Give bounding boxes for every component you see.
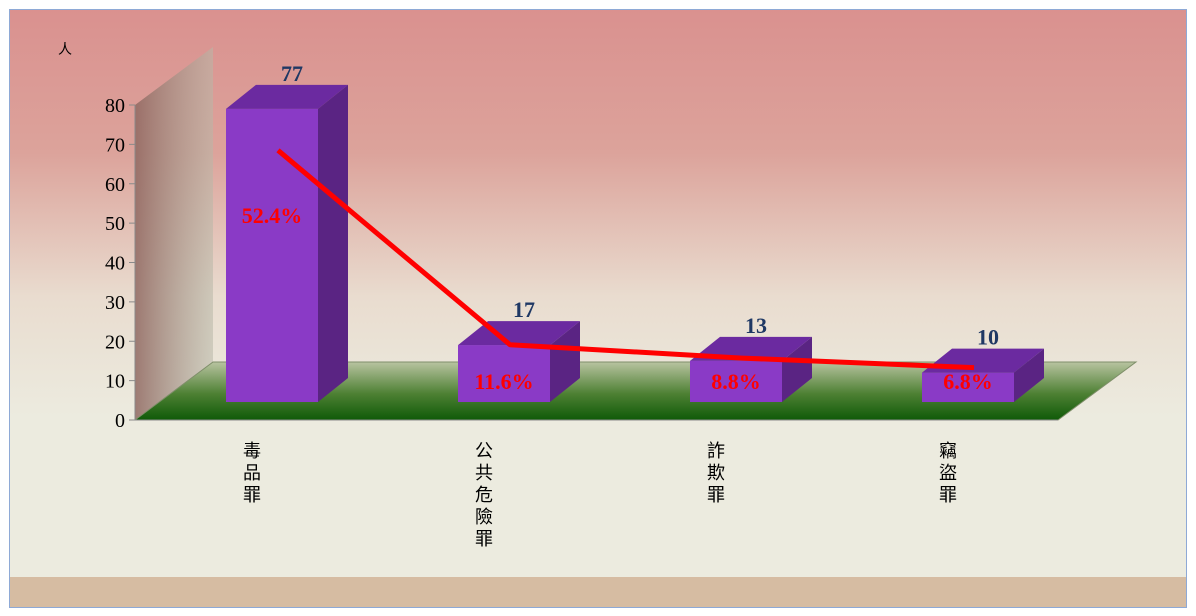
percent-label: 8.8% (711, 369, 761, 394)
bar-front (690, 360, 782, 402)
y-tick-label: 60 (105, 174, 125, 196)
percent-label: 6.8% (943, 369, 993, 394)
category-label: 毒品罪 (243, 441, 261, 506)
percent-label: 11.6% (474, 369, 533, 394)
y-tick-label: 30 (105, 292, 125, 314)
y-unit-label: 人 (58, 42, 72, 58)
bar-top (226, 84, 348, 109)
y-tick-label: 40 (105, 253, 125, 275)
bar-side (318, 84, 348, 402)
percent-label: 52.4% (242, 203, 303, 228)
bar-front (458, 345, 550, 402)
y-tick-label: 0 (115, 410, 125, 432)
y-tick-label: 20 (105, 331, 125, 353)
bar-side (782, 336, 812, 402)
y-tick-label: 70 (105, 134, 125, 156)
chart-frame: 0 10 20 30 40 50 60 70 80 人 77 52.4% 毒品罪 17 11.6% 公共危險罪… (9, 9, 1187, 608)
percent-trend-line (276, 148, 975, 371)
bar-value-label: 77 (281, 61, 303, 86)
category-label: 詐欺罪 (707, 441, 725, 506)
bar-value-label: 13 (745, 313, 767, 338)
side-wall (135, 47, 213, 420)
footer-band (10, 577, 1186, 607)
bar-value-label: 17 (513, 297, 535, 322)
bar-value-label: 10 (977, 325, 999, 350)
y-tick-label: 10 (105, 371, 125, 393)
bar-side (550, 321, 580, 402)
bar-front (922, 372, 1014, 402)
bar-side (1014, 348, 1044, 402)
category-label: 竊盜罪 (939, 441, 957, 506)
bar-chart: 0 10 20 30 40 50 60 70 80 人 77 52.4% 毒品罪 17 11.6% 公共危險罪… (58, 42, 1138, 550)
y-tick-label: 80 (105, 95, 125, 117)
category-label: 公共危險罪 (475, 441, 493, 550)
bar-front (226, 108, 318, 402)
y-tick-label: 50 (105, 213, 125, 235)
